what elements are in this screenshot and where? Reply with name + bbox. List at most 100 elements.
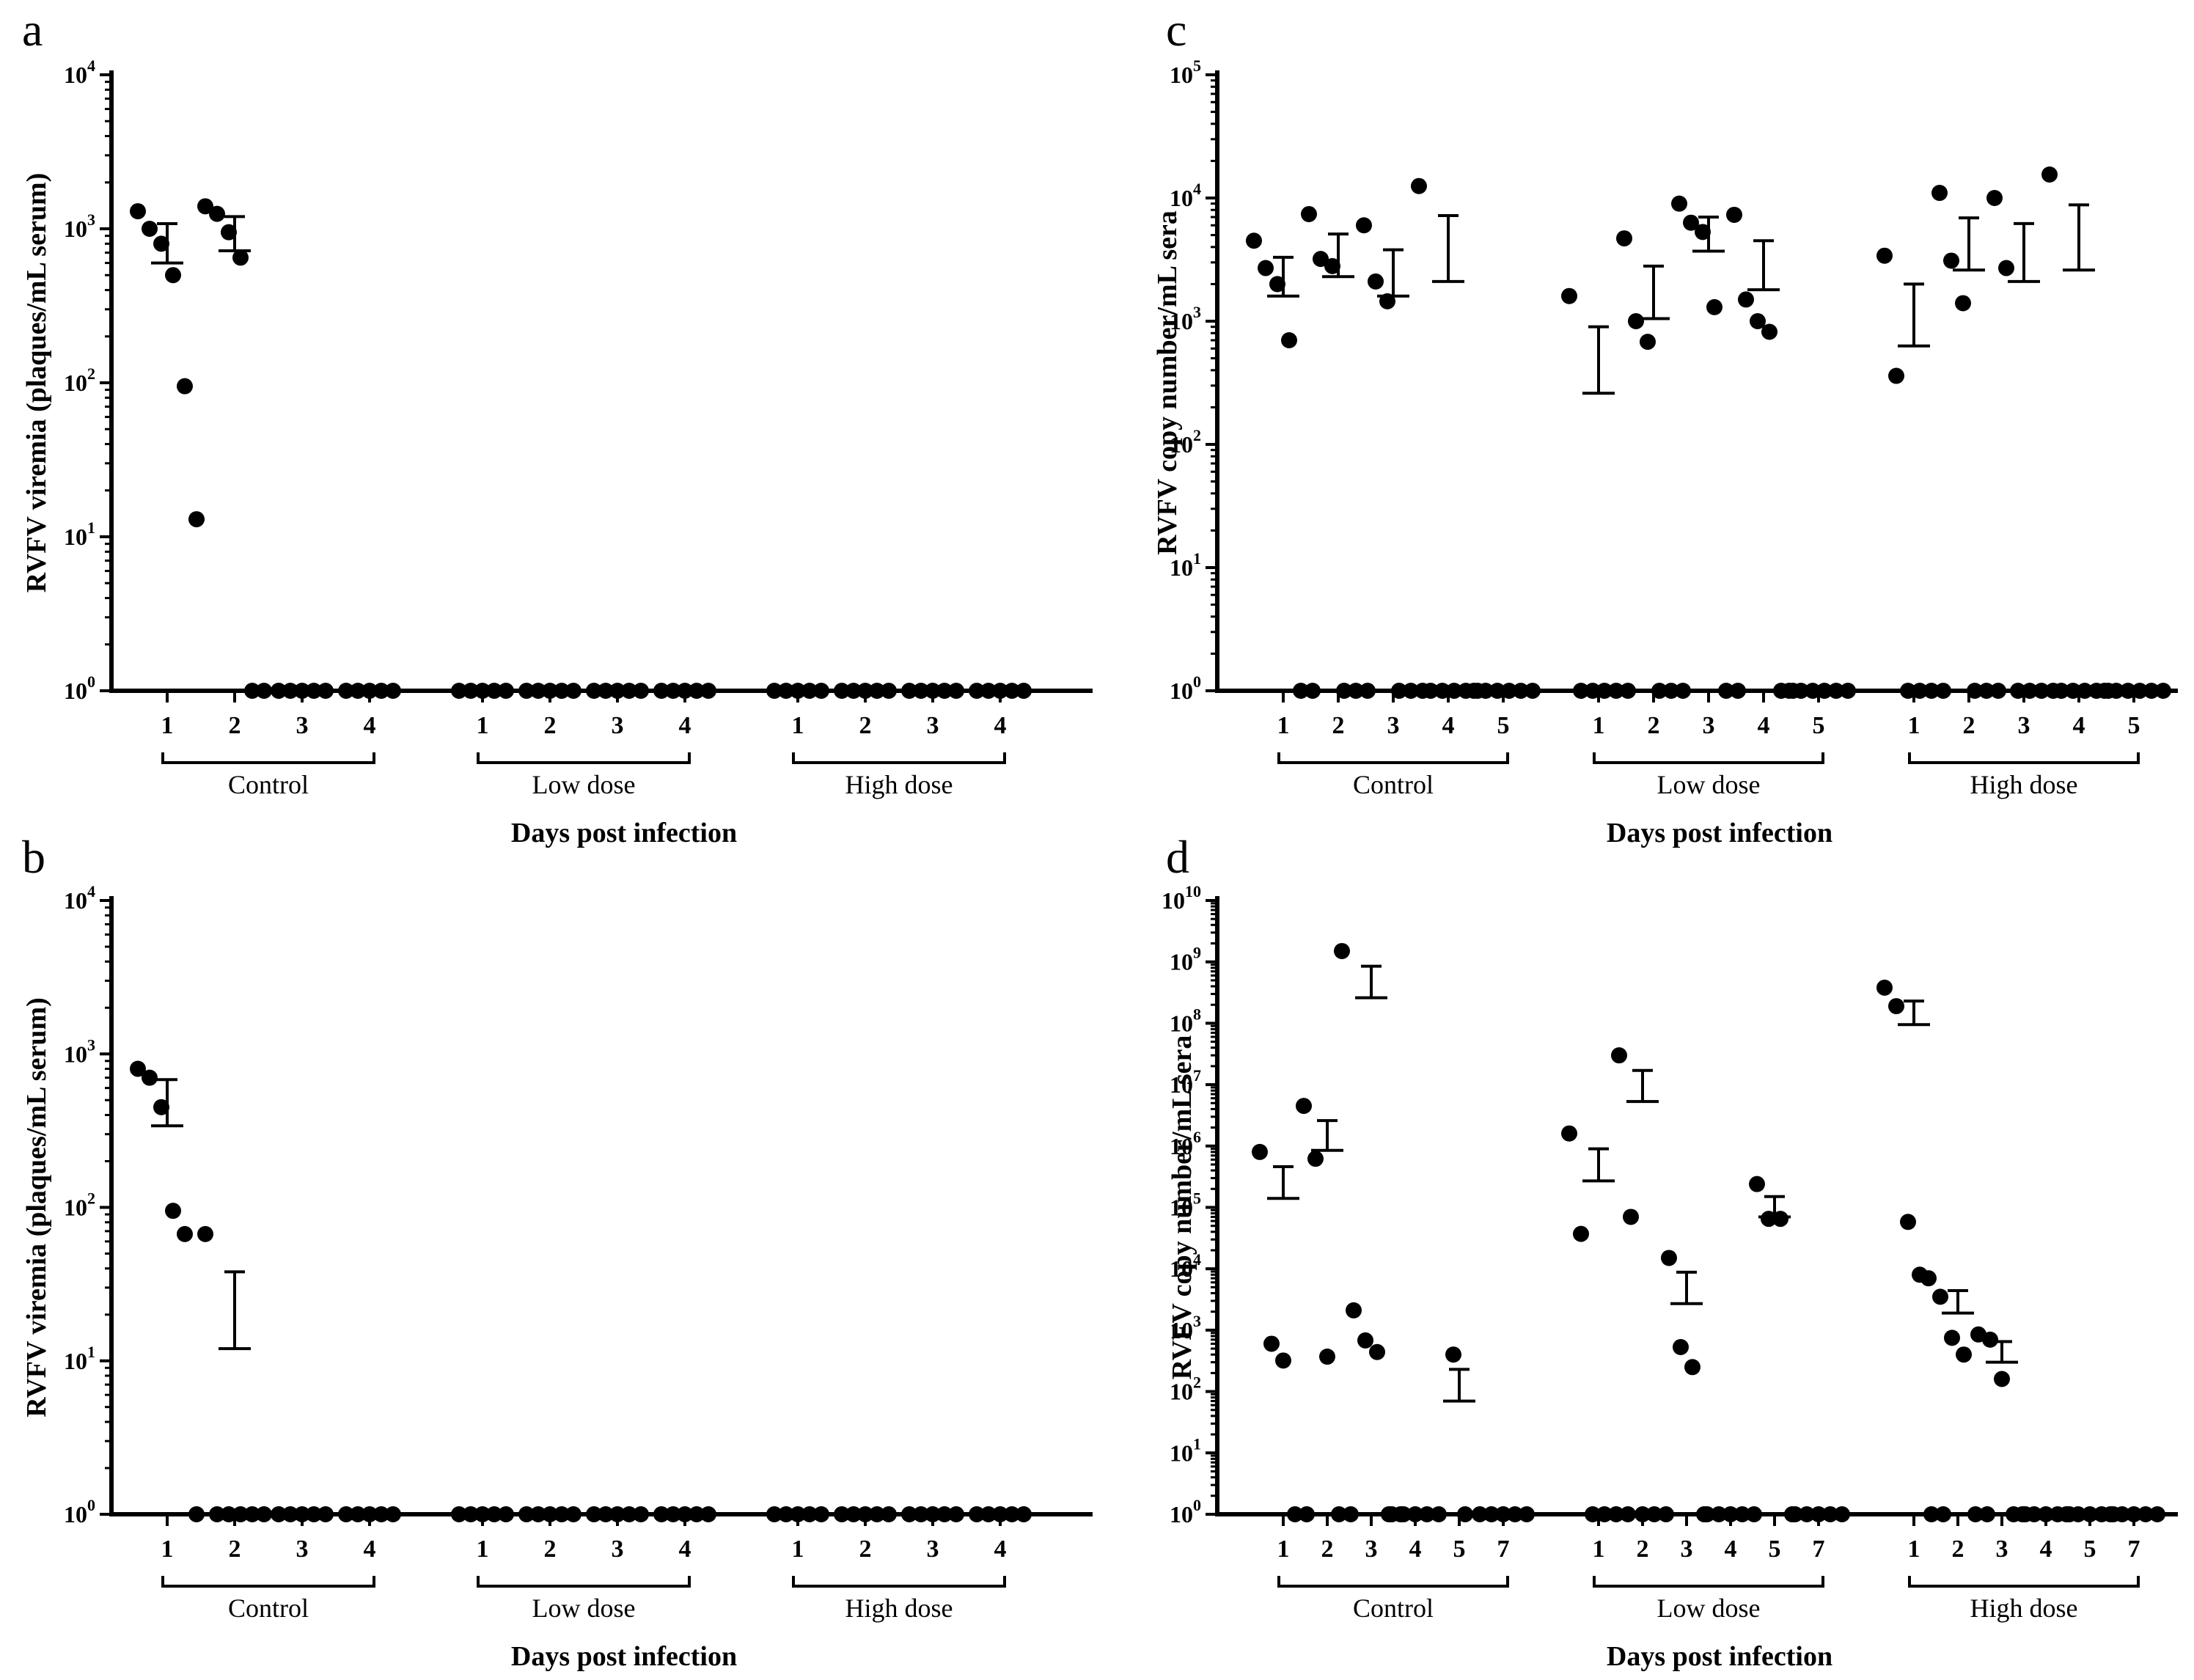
data-point [1695,224,1711,241]
y-tick-label: 101 [64,518,95,550]
group-label: High dose [845,1593,953,1623]
data-point [542,683,558,699]
data-point [1478,683,1494,699]
x-tick-label: 4 [1409,1536,1422,1563]
data-point [980,1506,997,1522]
data-point [1955,295,1971,312]
x-tick-label: 3 [2018,712,2030,739]
data-point [790,683,806,699]
data-point [256,683,272,699]
data-point [177,378,193,395]
data-point [1931,185,1948,202]
data-point [586,683,602,699]
y-tick-label: 102 [64,364,95,396]
data-point [901,683,917,699]
y-tick-label: 100 [64,1496,95,1527]
data-point [1495,1506,1511,1522]
data-point [518,1506,535,1522]
data-point [834,1506,850,1522]
data-point [1675,683,1691,699]
data-point [913,1506,929,1522]
y-tick-label: 108 [1170,1005,1201,1036]
data-point [969,683,985,699]
data-point [451,683,467,699]
data-point [1900,683,1916,699]
data-point [1016,1506,1032,1522]
y-axis-title: RVFV viremia (plaques/mL serum) [21,173,52,593]
data-point [373,683,389,699]
x-tick-label: 5 [1769,1536,1781,1563]
group-label: High dose [845,770,953,799]
group-bracket [792,752,1006,764]
y-tick-label: 101 [1170,549,1201,581]
data-point [1434,683,1450,699]
x-tick-label: 1 [1593,1536,1605,1563]
group-label: Low dose [1657,770,1761,799]
y-tick-label: 100 [1170,1496,1201,1527]
data-point [1616,230,1632,247]
data-point [2138,1506,2154,1522]
data-point [373,1506,389,1522]
data-point [992,683,1008,699]
data-point [633,683,649,699]
data-point [869,1506,885,1522]
data-point [598,1506,614,1522]
y-tick-label: 105 [1170,56,1201,88]
data-point [1923,1506,1940,1522]
data-point [845,1506,862,1522]
data-point [197,198,213,215]
x-tick-label: 1 [792,1536,804,1563]
data-point [1299,1506,1315,1522]
data-point [1761,1211,1777,1228]
y-tick-label: 103 [1170,303,1201,334]
data-point [1628,313,1644,329]
data-point [1403,683,1419,699]
data-point [232,1506,249,1522]
y-tick-label: 104 [64,882,95,914]
data-point [1711,1506,1727,1522]
data-point [142,221,158,237]
x-tick-label: 7 [1813,1536,1825,1563]
data-point [2114,1506,2130,1522]
data-point [271,683,287,699]
data-point [1772,1211,1788,1228]
group-bracket [1593,752,1824,764]
y-axis-title: RVFV copy number/mL sera [1152,210,1183,555]
data-point [1805,683,1821,699]
data-point [1661,1250,1677,1266]
data-point [992,1506,1008,1522]
data-point [677,683,693,699]
data-point [209,205,225,222]
data-point [700,683,716,699]
data-point [350,1506,366,1522]
group-bracket [161,752,375,764]
data-point [1663,683,1679,699]
data-point [1324,257,1340,274]
data-point [188,1506,205,1522]
data-point [1810,1506,1827,1522]
group-bracket [1277,752,1509,764]
data-point [1525,683,1541,699]
data-point [936,683,953,699]
data-point [1457,1506,1473,1522]
x-tick-label: 7 [1497,1536,1510,1563]
data-point [1935,683,1951,699]
x-tick-label: 4 [2073,712,2085,739]
data-point [1423,683,1439,699]
data-point [271,1506,287,1522]
data-point [221,224,237,241]
data-point [653,1506,669,1522]
data-point [1334,942,1350,959]
data-point [778,683,794,699]
data-point [1671,195,1687,212]
x-axis-title: Days post infection [511,1641,737,1672]
y-tick-label: 103 [1170,1312,1201,1343]
data-point [1369,1343,1385,1360]
data-point [834,683,850,699]
x-tick-label: 4 [364,712,376,739]
data-point [1287,1506,1303,1522]
data-point [2155,683,2171,699]
data-point [1608,1506,1624,1522]
data-point [700,1506,716,1522]
